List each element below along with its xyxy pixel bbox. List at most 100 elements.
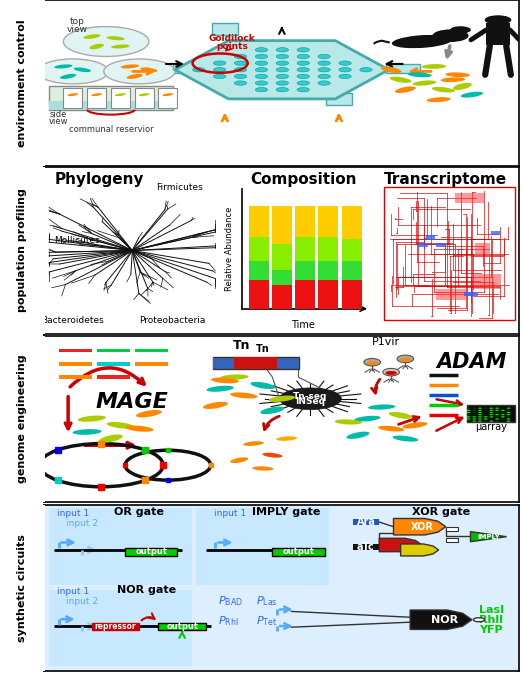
Text: Proteobacteria: Proteobacteria <box>139 316 206 325</box>
Circle shape <box>276 81 289 85</box>
Circle shape <box>478 407 482 409</box>
Bar <box>49 86 173 110</box>
Bar <box>295 206 315 237</box>
Circle shape <box>297 54 310 58</box>
Circle shape <box>495 416 499 418</box>
Circle shape <box>255 54 268 58</box>
Circle shape <box>478 418 482 420</box>
Ellipse shape <box>230 458 248 463</box>
Circle shape <box>484 414 488 416</box>
Circle shape <box>234 75 247 79</box>
Circle shape <box>318 81 330 85</box>
Ellipse shape <box>111 45 129 48</box>
Ellipse shape <box>453 83 472 90</box>
Circle shape <box>490 412 493 413</box>
Bar <box>353 544 379 550</box>
Ellipse shape <box>136 410 162 418</box>
Ellipse shape <box>73 429 102 435</box>
Circle shape <box>490 410 493 411</box>
Circle shape <box>234 68 247 72</box>
Circle shape <box>104 59 175 84</box>
Text: μarray: μarray <box>475 422 507 432</box>
Text: Firmicutes: Firmicutes <box>157 183 203 192</box>
Text: input 1: input 1 <box>57 509 89 518</box>
Ellipse shape <box>426 97 450 102</box>
Text: genome engineering: genome engineering <box>17 355 28 483</box>
Circle shape <box>490 418 493 420</box>
Circle shape <box>472 416 476 418</box>
Ellipse shape <box>276 437 297 441</box>
Text: P1vir: P1vir <box>372 337 400 347</box>
Text: YFP: YFP <box>479 624 503 635</box>
Circle shape <box>276 87 289 92</box>
Circle shape <box>472 420 476 422</box>
Text: population profiling: population profiling <box>17 188 28 313</box>
Text: output: output <box>282 547 315 557</box>
Circle shape <box>297 61 310 65</box>
Text: environment control: environment control <box>17 19 28 147</box>
Circle shape <box>467 414 470 416</box>
Text: input 2: input 2 <box>66 519 98 528</box>
Circle shape <box>478 412 482 413</box>
Ellipse shape <box>364 359 381 366</box>
Bar <box>436 243 446 247</box>
Ellipse shape <box>211 378 239 383</box>
Ellipse shape <box>445 73 470 77</box>
Bar <box>213 357 299 369</box>
Bar <box>125 549 177 556</box>
Text: points: points <box>216 42 248 51</box>
Bar <box>196 508 329 585</box>
Circle shape <box>478 416 482 418</box>
Text: input 2: input 2 <box>66 597 98 606</box>
Circle shape <box>472 410 476 411</box>
Polygon shape <box>291 357 299 369</box>
Text: repressor: repressor <box>95 622 136 631</box>
Ellipse shape <box>392 35 452 48</box>
Bar <box>491 231 500 235</box>
Circle shape <box>297 81 310 85</box>
Text: XOR: XOR <box>411 521 434 532</box>
Circle shape <box>467 407 470 409</box>
Bar <box>295 261 315 280</box>
Bar <box>318 280 338 308</box>
Text: output: output <box>135 547 167 557</box>
Bar <box>97 348 130 353</box>
Circle shape <box>495 418 499 420</box>
Bar <box>97 362 130 365</box>
Bar <box>248 280 269 308</box>
Circle shape <box>484 412 488 413</box>
Circle shape <box>495 420 499 422</box>
Circle shape <box>234 54 247 58</box>
Ellipse shape <box>368 405 395 410</box>
Ellipse shape <box>252 466 274 471</box>
Circle shape <box>490 420 493 422</box>
Circle shape <box>484 418 488 420</box>
Circle shape <box>472 414 476 416</box>
Circle shape <box>495 410 499 411</box>
Text: Bacteroidetes: Bacteroidetes <box>41 316 104 325</box>
Text: NOR gate: NOR gate <box>117 585 176 595</box>
Text: side: side <box>49 110 66 119</box>
Circle shape <box>385 371 397 375</box>
Ellipse shape <box>67 94 78 96</box>
Bar <box>173 64 206 73</box>
Ellipse shape <box>140 68 158 72</box>
Bar <box>272 549 325 556</box>
Circle shape <box>297 87 310 92</box>
Bar <box>326 93 352 104</box>
Bar <box>473 274 501 289</box>
Circle shape <box>506 418 511 420</box>
Bar <box>342 239 362 261</box>
Bar <box>158 88 177 108</box>
Ellipse shape <box>408 73 432 77</box>
Bar <box>469 292 479 296</box>
Bar <box>97 375 130 379</box>
Bar <box>272 244 292 271</box>
Circle shape <box>501 410 505 411</box>
Bar <box>446 538 458 542</box>
Circle shape <box>318 68 330 72</box>
Bar <box>49 508 192 585</box>
Circle shape <box>501 418 505 420</box>
Bar <box>342 261 362 280</box>
Bar <box>58 375 92 379</box>
